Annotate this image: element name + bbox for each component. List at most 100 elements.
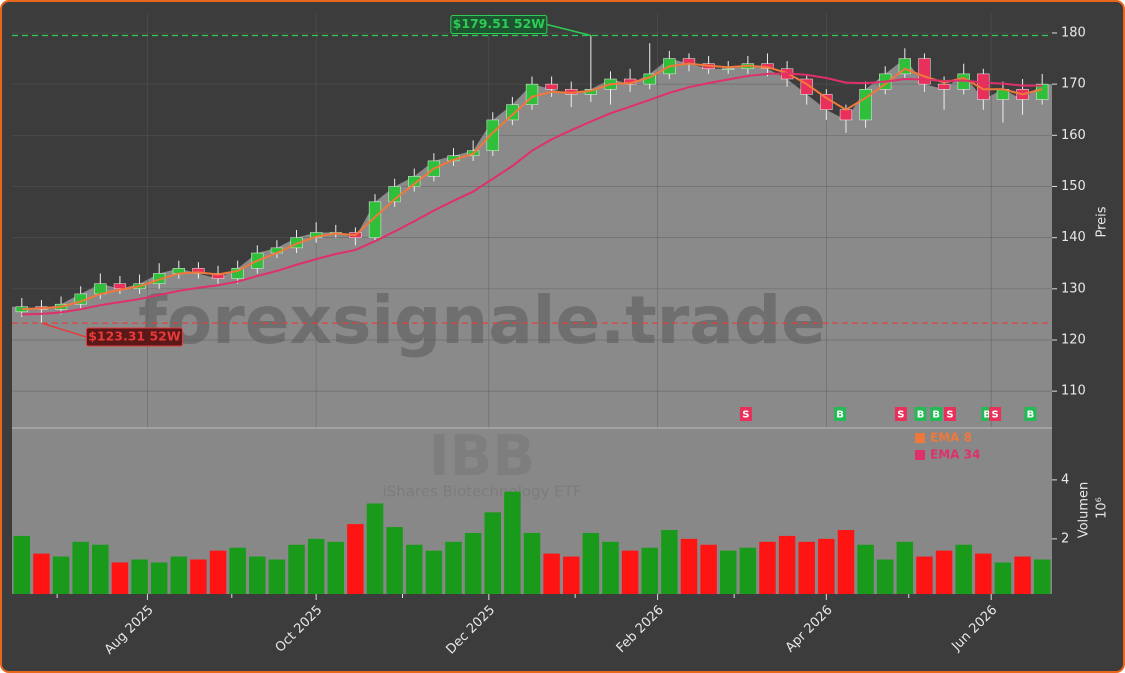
- watermark: forexsignale.trade: [138, 282, 826, 359]
- volume-label: Volumen: [1077, 482, 1092, 539]
- candle-body: [859, 88, 872, 121]
- signal-box: [914, 407, 927, 421]
- y-tick-label: 110: [1061, 384, 1086, 399]
- candle-body: [839, 109, 853, 121]
- volume-bar: [1033, 559, 1051, 594]
- symbol-name-watermark: iShares Biotechnology ETF: [383, 483, 582, 501]
- signal-box: [989, 407, 1002, 421]
- volume-bar: [916, 556, 933, 594]
- candle-body: [506, 104, 519, 121]
- volume-bar: [975, 553, 992, 594]
- volume-bar: [386, 527, 403, 594]
- y-tick-label: 130: [1061, 281, 1086, 296]
- legend-swatch: [915, 450, 925, 460]
- volume-bar: [602, 541, 619, 594]
- annotation-arrow: [41, 322, 87, 338]
- volume-bar: [759, 541, 776, 594]
- volume-bar: [857, 544, 874, 594]
- signal-box: [739, 407, 752, 421]
- volume-bar: [366, 503, 384, 594]
- volume-bar: [641, 547, 658, 594]
- volume-bar: [621, 550, 639, 594]
- y-tick-label: 180: [1061, 25, 1086, 40]
- volume-bar: [896, 541, 914, 594]
- volume-bar: [52, 556, 70, 594]
- volume-bar: [994, 562, 1012, 594]
- signal-box: [894, 407, 907, 421]
- legend-swatch: [915, 433, 925, 443]
- signal-label: S: [946, 410, 953, 421]
- candle-body: [937, 83, 951, 90]
- candle-body: [486, 119, 499, 151]
- volume-bar: [445, 541, 462, 594]
- volume-bar: [523, 532, 541, 594]
- symbol-watermark: IBB: [429, 424, 535, 489]
- signal-label: S: [991, 410, 998, 421]
- signal-box: [834, 407, 847, 421]
- candle-body: [231, 268, 244, 279]
- volume-bar: [582, 532, 600, 594]
- volume-bar: [798, 541, 815, 594]
- volume-tick-label: 4: [1061, 472, 1069, 487]
- annotation-text: $179.51 52W: [453, 16, 546, 31]
- volume-bar: [935, 550, 953, 594]
- volume-bar: [72, 541, 89, 594]
- volume-bar: [543, 553, 560, 594]
- candle-body: [368, 201, 382, 238]
- volume-bar: [680, 538, 698, 594]
- volume-bar: [425, 550, 443, 594]
- volume-bar: [229, 547, 246, 594]
- volume-bar: [778, 535, 796, 594]
- y-tick-label: 120: [1061, 332, 1086, 347]
- candle-body: [722, 68, 735, 71]
- ema-line: [21, 62, 1043, 311]
- volume-bar: [190, 559, 207, 594]
- candle-body: [545, 83, 558, 90]
- candle-body: [192, 268, 205, 274]
- y-tick-label: 170: [1061, 77, 1086, 92]
- volume-bar: [288, 544, 305, 594]
- annotation-arrow: [546, 23, 592, 37]
- signal-label: B: [983, 410, 991, 421]
- y-tick-label: 140: [1061, 230, 1086, 245]
- signal-label: B: [836, 410, 844, 421]
- volume-bar: [33, 553, 50, 594]
- signal-box: [943, 407, 956, 421]
- candle-body: [113, 283, 127, 290]
- ema-line: [21, 72, 1043, 316]
- volume-bar: [739, 547, 757, 594]
- volume-bar: [268, 559, 286, 594]
- volume-bar: [111, 562, 129, 594]
- volume-bar: [563, 556, 580, 594]
- volume-bar: [307, 538, 325, 594]
- signal-label: B: [1027, 410, 1035, 421]
- signal-box: [930, 407, 943, 421]
- candle-body: [211, 273, 225, 279]
- volume-bar: [209, 550, 227, 594]
- volume-bar: [700, 544, 717, 594]
- volume-bar: [13, 535, 31, 594]
- signal-box: [1024, 407, 1037, 421]
- volume-bar: [347, 524, 364, 594]
- volume-bar: [170, 556, 188, 594]
- annotation-text: $123.31 52W: [88, 329, 181, 344]
- signal-label: S: [742, 410, 749, 421]
- volume-bar: [464, 532, 482, 594]
- volume-bar: [406, 544, 423, 594]
- volume-tick-label: 2: [1061, 531, 1069, 546]
- candle-body: [800, 78, 813, 95]
- volume-bar: [818, 538, 835, 594]
- y-tick-label: 160: [1061, 128, 1086, 143]
- volume-bar: [131, 559, 148, 594]
- legend-label: EMA 34: [930, 448, 980, 462]
- volume-bar: [837, 530, 855, 594]
- volume-bar: [719, 550, 737, 594]
- legend-label: EMA 8: [930, 431, 972, 445]
- candle-body: [408, 175, 421, 187]
- volume-multiplier: 10⁶: [1095, 497, 1110, 519]
- y-tick-label: 150: [1061, 179, 1086, 194]
- signal-label: S: [897, 410, 904, 421]
- volume-bar: [955, 544, 972, 594]
- signal-label: B: [932, 410, 940, 421]
